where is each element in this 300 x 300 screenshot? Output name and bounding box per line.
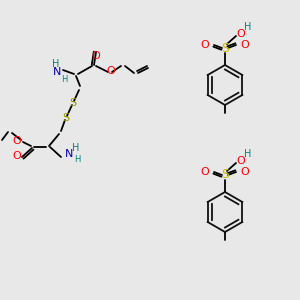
Text: N: N (65, 149, 73, 159)
Text: H: H (52, 59, 60, 69)
Text: O: O (241, 40, 249, 50)
Text: N: N (53, 67, 61, 77)
Text: S: S (221, 41, 229, 55)
Text: O: O (13, 136, 21, 146)
Text: H: H (72, 143, 80, 153)
Text: H: H (244, 149, 252, 159)
Text: O: O (201, 40, 209, 50)
Text: H: H (74, 155, 80, 164)
Text: O: O (237, 29, 245, 39)
Text: H: H (61, 74, 67, 83)
Text: O: O (13, 151, 21, 161)
Text: S: S (62, 113, 70, 123)
Text: O: O (106, 66, 116, 76)
Text: S: S (221, 169, 229, 182)
Text: O: O (201, 167, 209, 177)
Text: O: O (241, 167, 249, 177)
Text: S: S (69, 98, 76, 108)
Text: O: O (237, 156, 245, 166)
Text: H: H (244, 22, 252, 32)
Text: O: O (92, 51, 100, 61)
